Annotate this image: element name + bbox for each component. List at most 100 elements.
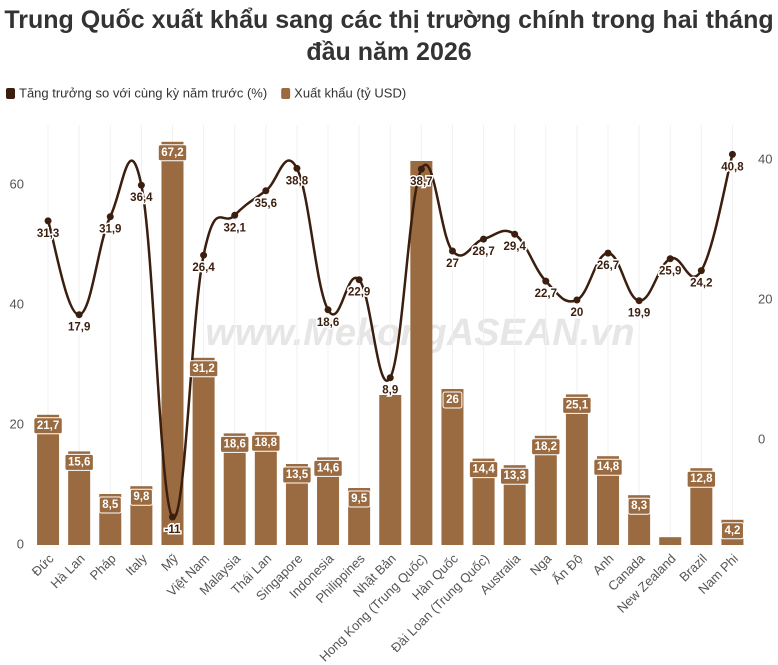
line-point xyxy=(697,267,705,275)
bar-value-label-group: 13,3 xyxy=(499,467,530,485)
bar-value-label-box xyxy=(33,417,63,435)
bar-value-label-group: 31,2 xyxy=(188,360,219,378)
line-point xyxy=(480,235,488,243)
x-tick-label: Hà Lan xyxy=(47,551,87,591)
line-value-label: 24,2 xyxy=(690,278,712,290)
line-value-label: 18,6 xyxy=(317,317,339,329)
bar-value-label-box xyxy=(98,496,122,514)
line-point xyxy=(573,296,581,304)
y-tick-label: 20 xyxy=(10,416,24,431)
bar-value-label: 9,8 xyxy=(133,491,150,503)
bar-value-label-group: 25,1 xyxy=(562,396,592,414)
bar-value-label-box xyxy=(531,438,561,456)
bar xyxy=(317,457,340,545)
line-value-label: 22,7 xyxy=(535,288,557,300)
line-value-label: 19,9 xyxy=(628,308,650,320)
x-tick-label: Pháp xyxy=(87,551,119,583)
bar-value-label-group: 13,5 xyxy=(282,466,312,484)
line-value-label: 22,9 xyxy=(348,287,370,299)
line-point xyxy=(635,297,643,305)
bar-value-label-group: 4,2 xyxy=(720,522,744,540)
bar-value-label-box xyxy=(468,461,499,479)
bar-value-label-box xyxy=(686,470,717,488)
bar-value-label: 14,8 xyxy=(597,461,620,473)
bar-value-label-box xyxy=(442,391,463,409)
bar-value-label: 12,8 xyxy=(690,473,713,485)
bar-value-label: 13,5 xyxy=(286,469,309,481)
line-value-label: 25,9 xyxy=(659,266,681,278)
bar-value-label-box xyxy=(220,435,250,453)
bar-value-label: 25,1 xyxy=(566,399,589,411)
line-value-label: 27 xyxy=(446,258,459,270)
y-tick-label: 60 xyxy=(10,176,24,191)
bar xyxy=(565,394,588,545)
line-value-label: 38,7 xyxy=(410,176,432,188)
line-point xyxy=(293,164,301,172)
bar-value-label-group: 18,8 xyxy=(251,434,281,452)
bar-value-label-box xyxy=(313,459,343,477)
bar xyxy=(472,458,495,545)
line-point xyxy=(386,374,394,382)
bar xyxy=(68,451,91,545)
bar-value-label-group: 9,8 xyxy=(129,488,153,506)
bar-value-label-box xyxy=(499,467,530,485)
line-point xyxy=(666,255,674,263)
bar-value-label: 14,6 xyxy=(317,462,339,474)
bar-value-label: 18,8 xyxy=(255,437,278,449)
bar xyxy=(659,537,682,545)
bar-value-label: 4,2 xyxy=(724,525,740,537)
bar-value-label-group: 26 xyxy=(442,391,463,409)
bar xyxy=(534,435,557,545)
line-value-label: 26,4 xyxy=(192,262,215,274)
bar-value-label-group: 14,8 xyxy=(593,458,623,476)
line-point xyxy=(542,277,550,285)
line-point xyxy=(355,276,363,284)
bar-value-label-box xyxy=(188,360,219,378)
bar-value-label-box xyxy=(627,497,651,515)
bar xyxy=(379,395,402,545)
bar-value-label: 31,2 xyxy=(192,363,214,375)
bar xyxy=(192,357,215,545)
line-point xyxy=(262,187,270,195)
line-point xyxy=(728,150,736,158)
legend-label: Tăng trưởng so với cùng kỳ năm trước (%) xyxy=(19,85,267,100)
bar-value-label: 9,5 xyxy=(351,493,368,505)
bar-value-label: 14,4 xyxy=(472,464,495,476)
line-value-label: 31,3 xyxy=(37,228,59,240)
bar xyxy=(597,456,620,545)
bar-value-label: 67,2 xyxy=(161,147,183,159)
line-value-label: 35,6 xyxy=(255,198,277,210)
legend-swatch xyxy=(6,88,15,99)
bar xyxy=(223,433,246,545)
x-tick-label: Italy xyxy=(122,551,150,579)
y-tick-label: 40 xyxy=(10,296,24,311)
legend-item: Tăng trưởng so với cùng kỳ năm trước (%) xyxy=(6,85,267,100)
line-value-label: 29,4 xyxy=(503,241,526,253)
bar-value-label-box xyxy=(129,488,153,506)
line-value-label: -11 xyxy=(164,524,181,536)
line-point xyxy=(604,249,612,257)
bar-value-label-group: 18,6 xyxy=(220,435,250,453)
bar-value-label: 18,2 xyxy=(535,441,557,453)
line-point xyxy=(44,217,52,225)
bar-value-label-group: 21,7 xyxy=(33,417,63,435)
bar-value-label-group: 12,8 xyxy=(686,470,717,488)
bar-value-label: 18,6 xyxy=(224,438,246,450)
bar xyxy=(503,465,526,545)
bar-value-label-group: 8,5 xyxy=(98,496,122,514)
line-value-label: 31,9 xyxy=(99,224,121,236)
line-point xyxy=(168,513,176,521)
x-tick-label: Ấn Độ xyxy=(549,551,585,587)
bar-value-label-box xyxy=(251,434,281,452)
bar-value-label-group: 9,5 xyxy=(347,490,371,508)
line-point xyxy=(448,247,456,255)
bar-value-label: 8,3 xyxy=(631,500,647,512)
bar-value-label: 21,7 xyxy=(37,420,59,432)
line-value-label: 20 xyxy=(571,307,584,319)
legend-item: Xuất khẩu (tỷ USD) xyxy=(281,85,406,100)
line-value-label: 8,9 xyxy=(382,385,398,397)
bar xyxy=(285,464,308,545)
bar-value-label-group: 67,2 xyxy=(157,144,188,162)
bar-value-label-group: 15,6 xyxy=(64,453,94,471)
